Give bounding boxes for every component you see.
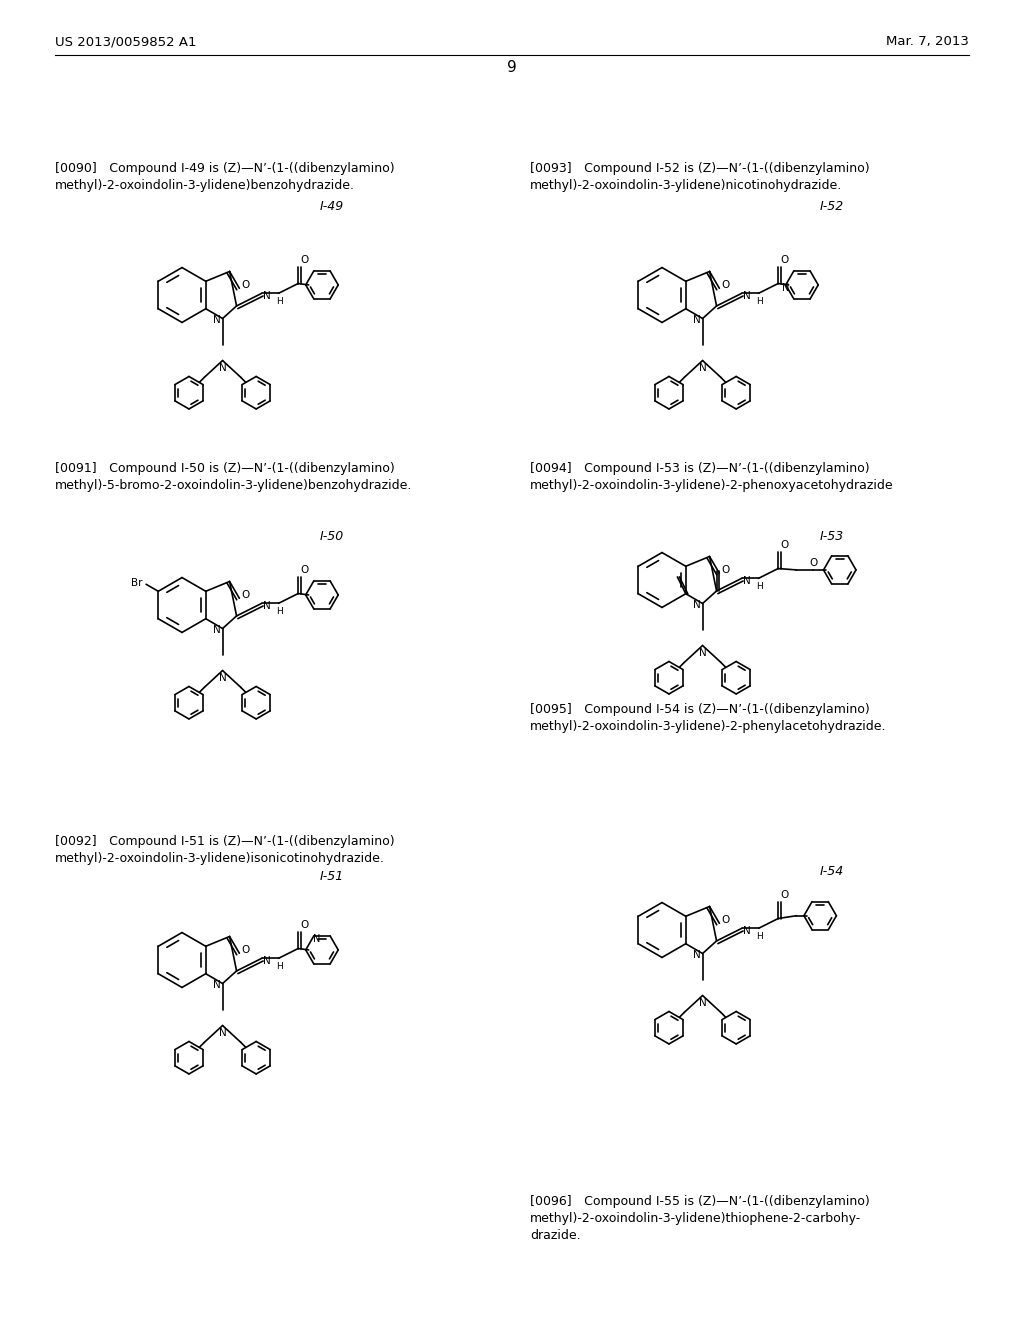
Text: drazide.: drazide. (530, 1229, 581, 1242)
Text: methyl)-5-bromo-2-oxoindolin-3-ylidene)benzohydrazide.: methyl)-5-bromo-2-oxoindolin-3-ylidene)b… (55, 479, 413, 492)
Text: N: N (742, 927, 751, 936)
Text: N: N (213, 624, 220, 635)
Text: O: O (300, 565, 308, 574)
Text: O: O (300, 255, 308, 265)
Text: N: N (742, 577, 751, 586)
Text: I-49: I-49 (319, 201, 344, 213)
Text: [0093] Compound I-52 is (Z)—N’-(1-((dibenzylamino): [0093] Compound I-52 is (Z)—N’-(1-((dibe… (530, 162, 869, 176)
Text: Mar. 7, 2013: Mar. 7, 2013 (886, 36, 969, 49)
Text: I-52: I-52 (820, 201, 844, 213)
Text: H: H (276, 962, 283, 972)
Text: N: N (263, 292, 270, 301)
Text: O: O (780, 540, 788, 549)
Text: methyl)-2-oxoindolin-3-ylidene)-2-phenylacetohydrazide.: methyl)-2-oxoindolin-3-ylidene)-2-phenyl… (530, 719, 887, 733)
Text: N: N (698, 998, 707, 1007)
Text: N: N (219, 672, 226, 682)
Text: US 2013/0059852 A1: US 2013/0059852 A1 (55, 36, 197, 49)
Text: H: H (276, 607, 283, 616)
Text: N: N (698, 363, 707, 372)
Text: O: O (300, 920, 308, 929)
Text: I-54: I-54 (820, 865, 844, 878)
Text: N: N (313, 933, 321, 944)
Text: [0096] Compound I-55 is (Z)—N’-(1-((dibenzylamino): [0096] Compound I-55 is (Z)—N’-(1-((dibe… (530, 1195, 869, 1208)
Text: H: H (756, 582, 763, 591)
Text: methyl)-2-oxoindolin-3-ylidene)-2-phenoxyacetohydrazide: methyl)-2-oxoindolin-3-ylidene)-2-phenox… (530, 479, 894, 492)
Text: Br: Br (131, 578, 142, 589)
Text: [0090] Compound I-49 is (Z)—N’-(1-((dibenzylamino): [0090] Compound I-49 is (Z)—N’-(1-((dibe… (55, 162, 394, 176)
Text: N: N (263, 956, 270, 966)
Text: N: N (693, 314, 700, 325)
Text: methyl)-2-oxoindolin-3-ylidene)nicotinohydrazide.: methyl)-2-oxoindolin-3-ylidene)nicotinoh… (530, 180, 843, 191)
Text: O: O (721, 915, 730, 925)
Text: methyl)-2-oxoindolin-3-ylidene)thiophene-2-carbohy-: methyl)-2-oxoindolin-3-ylidene)thiophene… (530, 1212, 861, 1225)
Text: H: H (276, 297, 283, 306)
Text: I-51: I-51 (319, 870, 344, 883)
Text: [0094] Compound I-53 is (Z)—N’-(1-((dibenzylamino): [0094] Compound I-53 is (Z)—N’-(1-((dibe… (530, 462, 869, 475)
Text: O: O (809, 558, 817, 568)
Text: N: N (263, 602, 270, 611)
Text: O: O (242, 590, 250, 601)
Text: N: N (213, 314, 220, 325)
Text: N: N (213, 979, 220, 990)
Text: H: H (756, 297, 763, 306)
Text: I-53: I-53 (820, 531, 844, 543)
Text: O: O (721, 565, 730, 576)
Text: N: N (782, 282, 790, 293)
Text: O: O (242, 280, 250, 290)
Text: [0091] Compound I-50 is (Z)—N’-(1-((dibenzylamino): [0091] Compound I-50 is (Z)—N’-(1-((dibe… (55, 462, 394, 475)
Text: N: N (693, 949, 700, 960)
Text: 9: 9 (507, 61, 517, 75)
Text: [0095] Compound I-54 is (Z)—N’-(1-((dibenzylamino): [0095] Compound I-54 is (Z)—N’-(1-((dibe… (530, 704, 869, 715)
Text: N: N (219, 363, 226, 372)
Text: O: O (242, 945, 250, 956)
Text: O: O (721, 280, 730, 290)
Text: H: H (756, 932, 763, 941)
Text: methyl)-2-oxoindolin-3-ylidene)isonicotinohydrazide.: methyl)-2-oxoindolin-3-ylidene)isonicoti… (55, 851, 385, 865)
Text: N: N (693, 599, 700, 610)
Text: N: N (698, 648, 707, 657)
Text: I-50: I-50 (319, 531, 344, 543)
Text: O: O (780, 255, 788, 265)
Text: [0092] Compound I-51 is (Z)—N’-(1-((dibenzylamino): [0092] Compound I-51 is (Z)—N’-(1-((dibe… (55, 836, 394, 847)
Text: N: N (219, 1027, 226, 1038)
Text: O: O (780, 890, 788, 900)
Text: N: N (742, 292, 751, 301)
Text: methyl)-2-oxoindolin-3-ylidene)benzohydrazide.: methyl)-2-oxoindolin-3-ylidene)benzohydr… (55, 180, 355, 191)
